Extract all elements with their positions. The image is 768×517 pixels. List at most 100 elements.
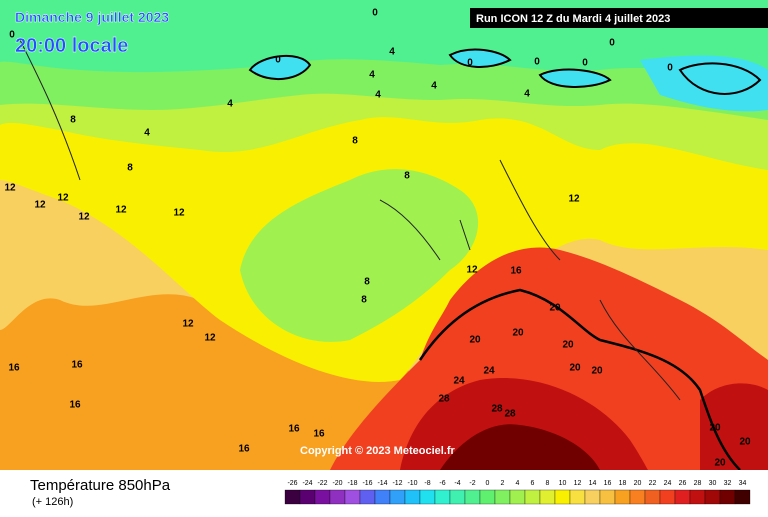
copyright: Copyright © 2023 Meteociel.fr	[300, 445, 456, 457]
contour-label: 12	[173, 208, 185, 219]
contour-label: 0	[467, 58, 473, 69]
legend-swatch	[539, 489, 556, 505]
variable-label: Température 850hPa	[30, 477, 171, 494]
contour-label: 20	[512, 328, 524, 339]
legend-swatch	[344, 489, 361, 505]
contour-label: 0	[667, 63, 673, 74]
contour-label: 8	[361, 295, 367, 306]
contour-label: 16	[238, 444, 250, 455]
contour-label: 28	[491, 404, 503, 415]
contour-label: 20	[739, 437, 751, 448]
contour-label: 4	[431, 81, 437, 92]
contour-label: 20	[591, 366, 603, 377]
legend-tick-label: 12	[574, 480, 582, 487]
coastline	[19, 39, 681, 401]
legend-swatch	[659, 489, 676, 505]
legend-tick-label: -6	[439, 480, 445, 487]
contour-label: 0	[372, 8, 378, 19]
contour-label: 8	[127, 163, 133, 174]
legend-tick-label: 0	[486, 480, 490, 487]
legend-tick-label: -20	[332, 480, 342, 487]
legend-swatch	[674, 489, 691, 505]
legend-swatch	[479, 489, 496, 505]
contour-label: 12	[568, 194, 580, 205]
contour-label: 16	[8, 363, 20, 374]
contour-label: 0	[582, 58, 588, 69]
contour-label: 16	[510, 266, 522, 277]
run-label: Run ICON 12 Z du Mardi 4 juillet 2023	[476, 13, 670, 25]
legend-tick-label: -26	[287, 480, 297, 487]
contour-label: 24	[453, 376, 465, 387]
contour-label: 12	[4, 183, 16, 194]
legend-tick-label: 14	[589, 480, 597, 487]
legend-tick-label: -8	[424, 480, 430, 487]
date-label: Dimanche 9 juillet 2023	[15, 9, 169, 25]
contour-label: 12	[57, 193, 69, 204]
legend-swatch	[419, 489, 436, 505]
legend-swatch	[584, 489, 601, 505]
contour-label: 12	[34, 200, 46, 211]
contour-label: 4	[144, 128, 150, 139]
legend-tick-label: -2	[469, 480, 475, 487]
legend-tick-label: 26	[679, 480, 687, 487]
contour-label: 12	[204, 333, 216, 344]
contour-label: 20	[709, 423, 721, 434]
isotherm-20	[418, 288, 741, 471]
legend-tick-label: 8	[546, 480, 550, 487]
isotherm-0	[248, 48, 762, 95]
contour-label: 0	[609, 38, 615, 49]
legend-tick-label: 16	[604, 480, 612, 487]
contour-label: 4	[375, 90, 381, 101]
contour-label: 16	[71, 360, 83, 371]
contour-label: 20	[714, 458, 726, 469]
contour-label: 0	[275, 55, 281, 66]
legend-swatch	[389, 489, 406, 505]
legend-swatch	[284, 489, 301, 505]
legend-swatch	[434, 489, 451, 505]
legend-swatch	[719, 489, 736, 505]
contour-label: 8	[70, 115, 76, 126]
legend-swatch	[629, 489, 646, 505]
legend-tick-label: 2	[501, 480, 505, 487]
legend-tick-label: -4	[454, 480, 460, 487]
atlantic-cool-pool	[240, 169, 479, 342]
extreme-hot-area	[440, 424, 600, 470]
legend-tick-label: 30	[709, 480, 717, 487]
legend-swatch	[449, 489, 466, 505]
legend-tick-label: 6	[531, 480, 535, 487]
color-legend: -26 -24 -22 -20 -18 -16 -14 -12 -10 -8 -6 -4 -2 0 2 4 6 8…	[284, 480, 751, 505]
legend-tick-label: -10	[407, 480, 417, 487]
contour-label: 16	[288, 424, 300, 435]
contour-label: 12	[182, 319, 194, 330]
legend-swatch	[464, 489, 481, 505]
contour-label: 28	[438, 394, 450, 405]
time-label: 20:00 locale	[15, 35, 128, 57]
legend-swatch	[299, 489, 316, 505]
legend-swatch	[599, 489, 616, 505]
contour-label: 8	[352, 136, 358, 147]
contour-label: 16	[313, 429, 325, 440]
legend-tick-label: 10	[559, 480, 567, 487]
legend-tick-label: 22	[649, 480, 657, 487]
contour-label: 20	[562, 340, 574, 351]
legend-tick-label: 28	[694, 480, 702, 487]
legend-swatch	[404, 489, 421, 505]
contour-label: 0	[9, 30, 15, 41]
legend-tick-label: -16	[362, 480, 372, 487]
legend-swatch	[494, 489, 511, 505]
contour-label: 4	[227, 99, 233, 110]
legend-swatch	[359, 489, 376, 505]
legend-swatch	[734, 489, 751, 505]
contour-label: 20	[469, 335, 481, 346]
legend-tick-label: -22	[317, 480, 327, 487]
legend-swatch	[554, 489, 571, 505]
lead-label: (+ 126h)	[32, 496, 73, 508]
legend-tick-label: -18	[347, 480, 357, 487]
run-box	[470, 8, 768, 28]
contour-label: 8	[364, 277, 370, 288]
contour-label: 24	[483, 366, 495, 377]
legend-tick-label: 4	[516, 480, 520, 487]
legend-tick-label: -24	[302, 480, 312, 487]
legend-tick-label: -14	[377, 480, 387, 487]
